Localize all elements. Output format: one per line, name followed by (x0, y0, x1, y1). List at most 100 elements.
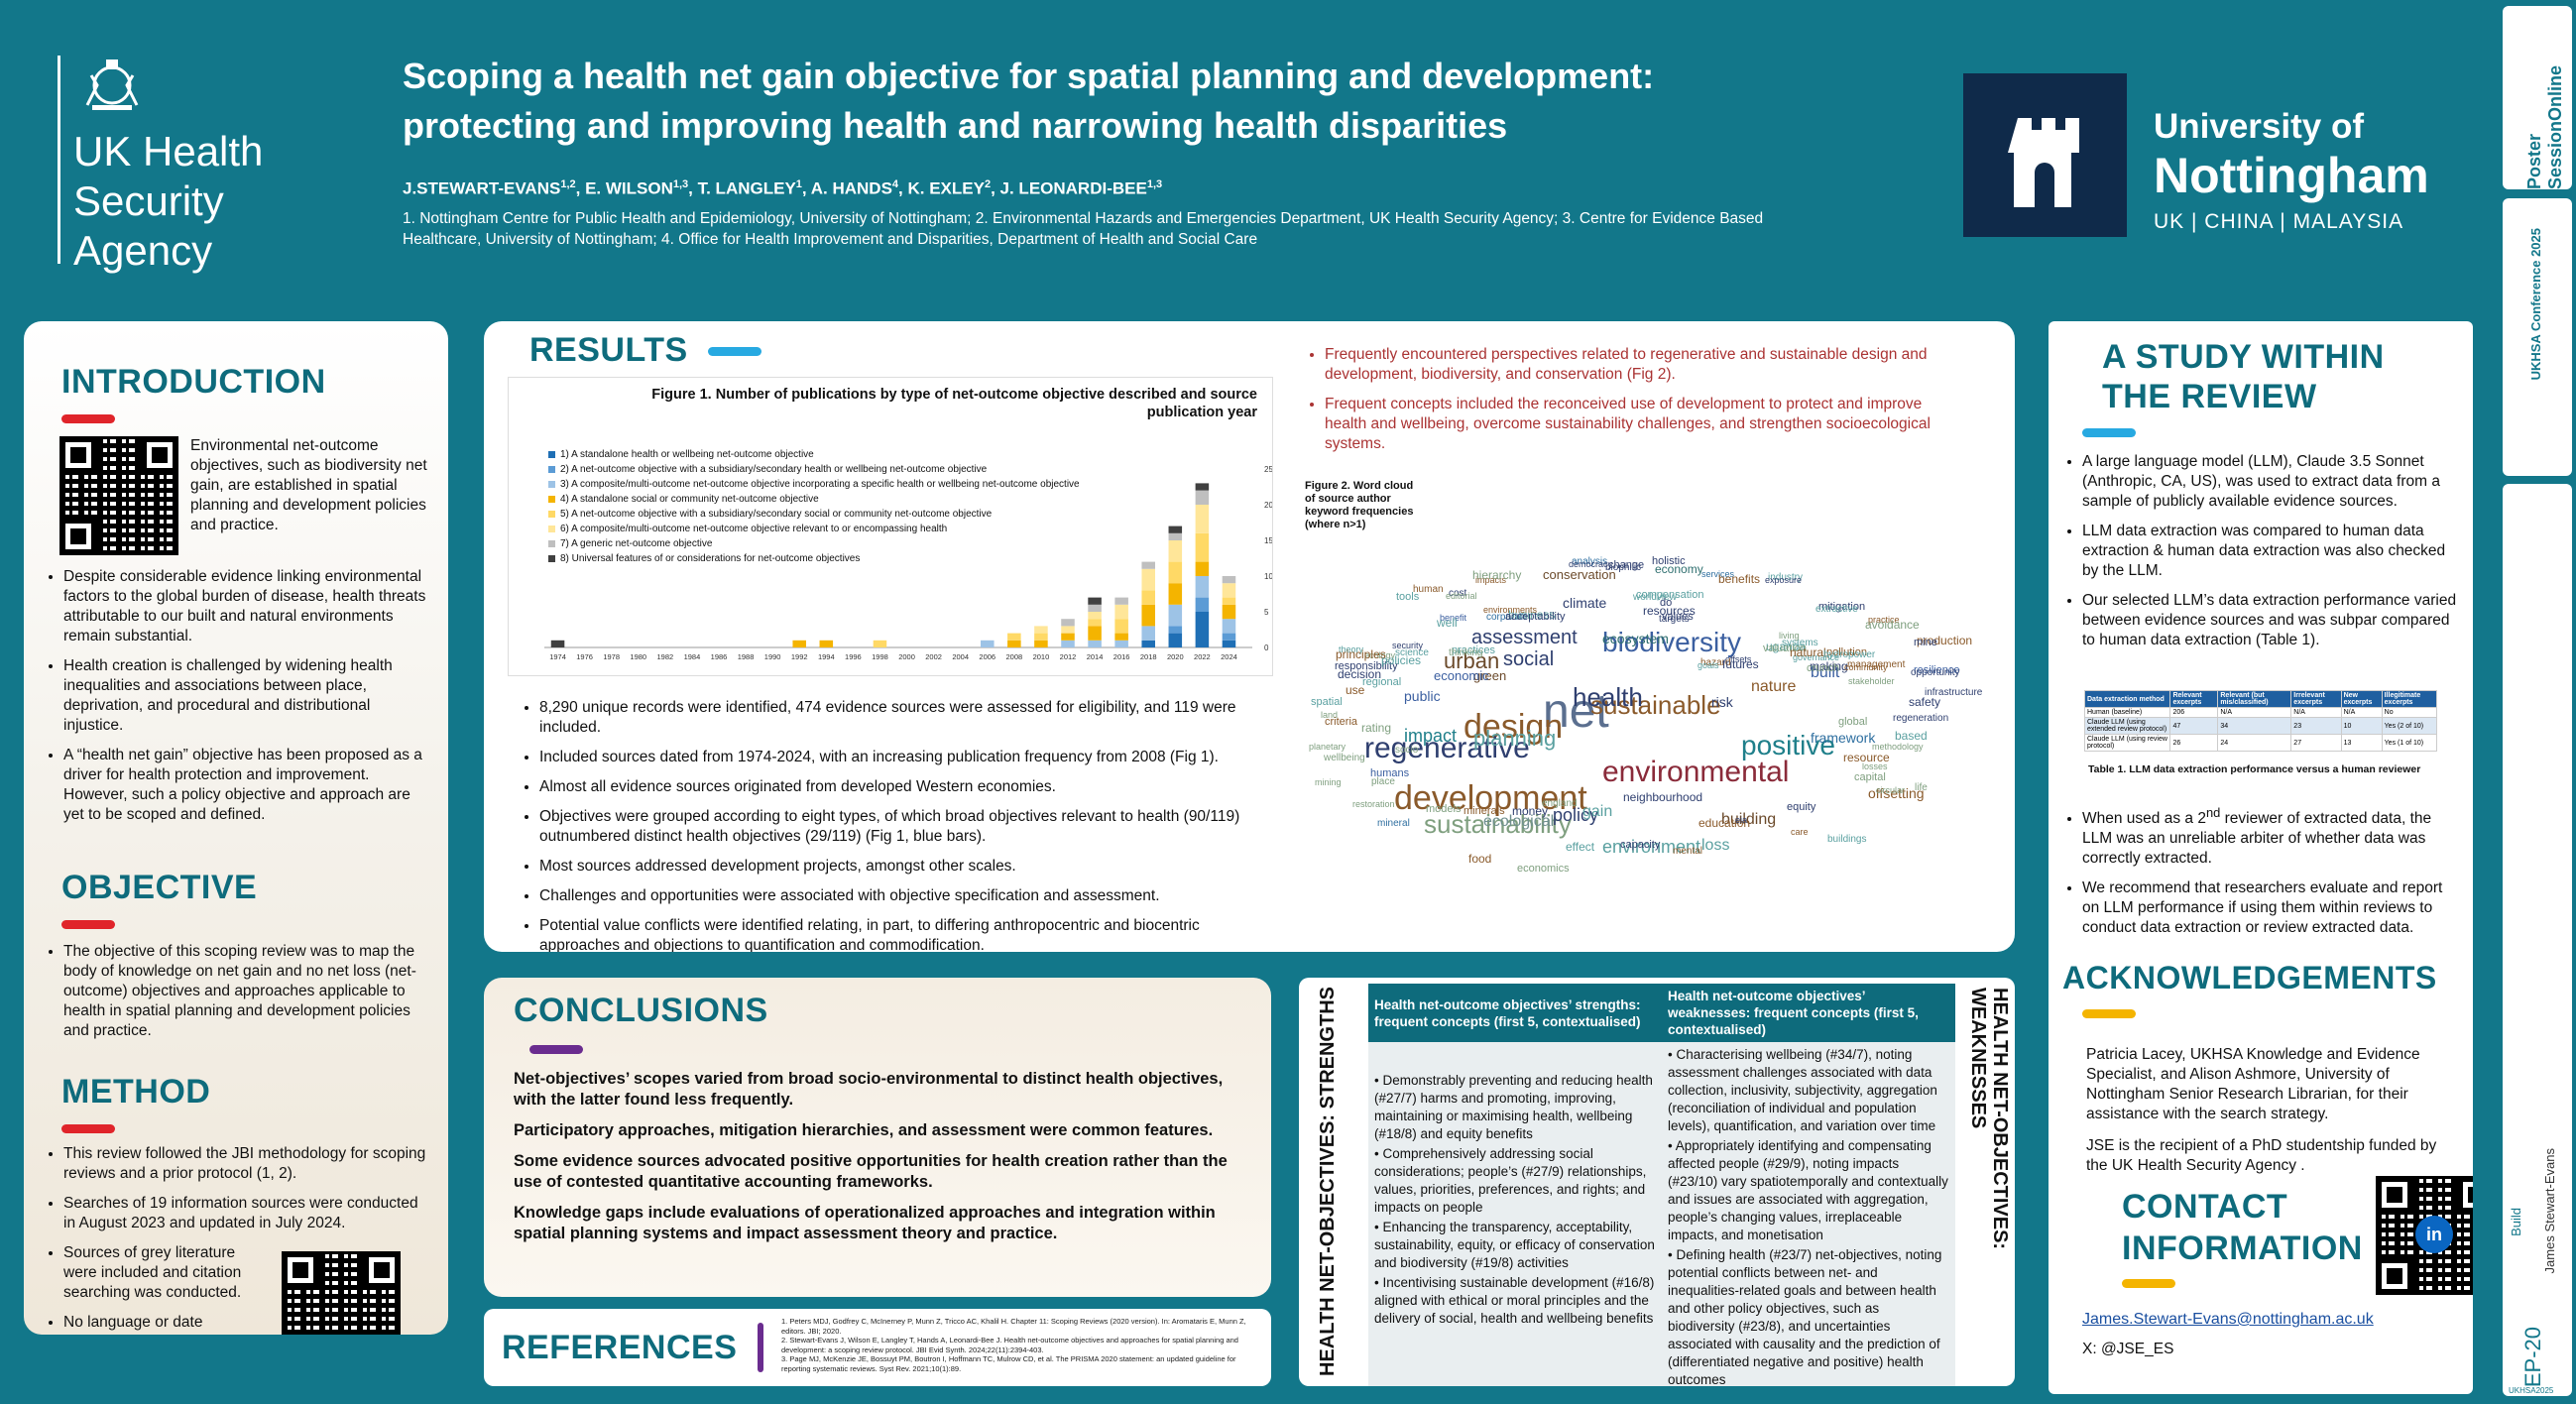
word-cloud-word: effect (1566, 840, 1595, 854)
author-affiliation-sup: 1,3 (672, 178, 689, 190)
y-tick-label: 15 (1264, 536, 1272, 545)
contact-x-handle[interactable]: X: @JSE_ES (2082, 1341, 2174, 1357)
brand-label: Poster SessionOnline (2524, 64, 2565, 189)
legend-label: 4) A standalone social or community net-… (560, 494, 819, 505)
contact-email-link[interactable]: James.Stewart-Evans@nottingham.ac.uk (2082, 1311, 2374, 1328)
x-tick-label: 1998 (872, 652, 888, 661)
results-bullet: Objectives were grouped according to eig… (539, 807, 1273, 847)
word-cloud-word: stakeholder (1848, 676, 1895, 686)
bar-segment (1114, 597, 1128, 605)
word-cloud-word: mining (1315, 777, 1342, 787)
method-accent (61, 1124, 115, 1133)
word-cloud-word: building (1721, 811, 1777, 828)
build-label: Build (2509, 1208, 2523, 1236)
word-cloud-word: mineral (1377, 818, 1410, 829)
word-cloud-word: democracy (1569, 559, 1613, 569)
royal-crest-icon (85, 59, 139, 110)
bar-segment (1141, 626, 1155, 641)
legend-entry: 7) A generic net-outcome objective (548, 538, 1080, 549)
method-qr-code[interactable] (282, 1251, 401, 1335)
reference-item: 1. Peters MDJ, Godfrey C, McInerney P, M… (781, 1317, 1246, 1336)
word-cloud-word: human (1413, 584, 1444, 595)
legend-label: 8) Universal features of or consideratio… (560, 553, 861, 564)
x-tick-label: 1990 (764, 652, 781, 661)
word-cloud-word: editorial (1446, 591, 1477, 601)
bar-segment (1114, 619, 1128, 634)
bar-segment (1061, 626, 1075, 634)
word-cloud-word: england (1542, 798, 1578, 809)
method-bullets: This review followed the JBI methodology… (44, 1144, 430, 1335)
strength-item: • Demonstrably preventing and reducing h… (1374, 1073, 1653, 1141)
results-bullet: Potential value conflicts were identifie… (539, 916, 1273, 952)
word-cloud-word: rating (1361, 721, 1392, 735)
bar-segment (1168, 633, 1183, 647)
table-cell: 27 (2290, 734, 2342, 752)
method-bullet: Searches of 19 information sources were … (63, 1194, 430, 1233)
legend-swatch (548, 451, 555, 458)
word-cloud-word: sustainability (1424, 809, 1572, 839)
word-cloud-word: risk (1711, 694, 1733, 710)
x-tick-label: 1976 (576, 652, 593, 661)
word-cloud-word: practices (1452, 644, 1496, 656)
bar-segment (1168, 532, 1183, 540)
word-cloud-word: climate (1563, 595, 1607, 611)
x-tick-label: 2010 (1033, 652, 1050, 661)
word-cloud-word: food (1468, 852, 1492, 866)
intro-qr-text: Environmental net-outcome objectives, su… (190, 437, 427, 533)
word-cloud-word: wellbeing (1324, 753, 1365, 763)
word-cloud-word: impacts (1475, 575, 1507, 585)
linkedin-qr-code[interactable]: in (2376, 1176, 2473, 1295)
word-cloud-word: values (1662, 611, 1694, 623)
legend-label: 6) A composite/multi-outcome net-outcome… (560, 524, 948, 534)
bar-segment (1034, 633, 1048, 641)
word-cloud-word: environmental (1602, 756, 1790, 788)
word-cloud-word: conservation (1543, 567, 1616, 582)
table-cell: 206 (2169, 707, 2219, 718)
bar-segment (1061, 619, 1075, 627)
word-cloud-word: positive (1741, 730, 1835, 760)
acknowledgements-text: Patricia Lacey, UKHSA Knowledge and Evid… (2086, 1046, 2437, 1174)
intro-qr-code[interactable] (59, 436, 178, 555)
study-bullet: Our selected LLM’s data extraction perfo… (2082, 591, 2459, 650)
study-bullet: When used as a 2nd reviewer of extracted… (2082, 803, 2459, 869)
word-cloud-word: gain (1582, 803, 1613, 820)
word-cloud-word: social (1503, 648, 1555, 670)
word-cloud-word: models (1426, 803, 1462, 815)
poster-session-badge[interactable]: Poster SessionOnline (2503, 6, 2572, 189)
chart-title: Figure 1. Number of publications by type… (651, 387, 1257, 420)
study-bullet: A large language model (LLM), Claude 3.5… (2082, 452, 2459, 512)
bar-segment (1114, 633, 1128, 641)
bar-segment (1168, 626, 1183, 634)
strength-item: • Enhancing the transparency, acceptabil… (1374, 1220, 1655, 1270)
bar-segment (1195, 505, 1210, 533)
author-affiliation-sup: 1,2 (560, 178, 576, 190)
table-header-cell: Relevant (but mis/classified) (2217, 690, 2292, 708)
intro-accent (61, 414, 115, 423)
conclusions-heading: CONCLUSIONS (514, 992, 768, 1029)
word-cloud-word: well (1437, 616, 1458, 630)
word-cloud-word: equity (1787, 801, 1816, 813)
strengths-header: Health net-outcome objectives’ strengths… (1368, 984, 1662, 1042)
word-cloud-word: framework (1811, 730, 1876, 746)
word-cloud-word: valuation (1763, 643, 1808, 654)
table-cell: 26 (2169, 734, 2219, 752)
word-cloud-word: planetary (1309, 742, 1347, 752)
x-tick-label: 1978 (603, 652, 620, 661)
bar-segment (1141, 640, 1155, 647)
conclusions-accent (529, 1045, 583, 1054)
word-cloud-word: exposure (1765, 575, 1803, 585)
bar-segment (1088, 619, 1102, 627)
word-cloud-word: life (1915, 782, 1928, 793)
word-cloud-word: avoidance (1865, 618, 1920, 632)
author-name: K. EXLEY (907, 178, 985, 198)
affiliations: 1. Nottingham Centre for Public Health a… (403, 210, 1764, 248)
legend-label: 7) A generic net-outcome objective (560, 538, 713, 549)
results-right-bullet: Frequent concepts included the reconceiv… (1325, 395, 1939, 454)
bar-segment (1088, 626, 1102, 641)
bar-segment (1007, 640, 1021, 647)
word-cloud-word: sustainable (1590, 690, 1721, 720)
table-header-cell: Data extraction method (2083, 690, 2171, 708)
weakness-item: • Defining health (#23/7) net-objectives… (1668, 1247, 1942, 1386)
method-bullet: This review followed the JBI methodology… (63, 1144, 430, 1184)
word-cloud-word: loss (1701, 837, 1730, 854)
